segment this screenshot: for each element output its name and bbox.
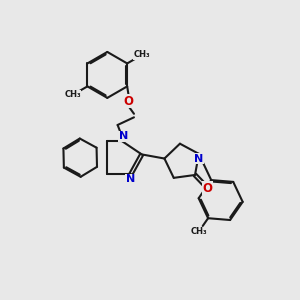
Text: CH₃: CH₃	[64, 90, 81, 99]
Text: O: O	[203, 182, 213, 195]
Text: CH₃: CH₃	[134, 50, 150, 59]
Text: N: N	[126, 174, 135, 184]
Text: O: O	[124, 94, 134, 108]
Text: CH₃: CH₃	[190, 227, 207, 236]
Text: N: N	[119, 131, 128, 142]
Text: N: N	[194, 154, 203, 164]
